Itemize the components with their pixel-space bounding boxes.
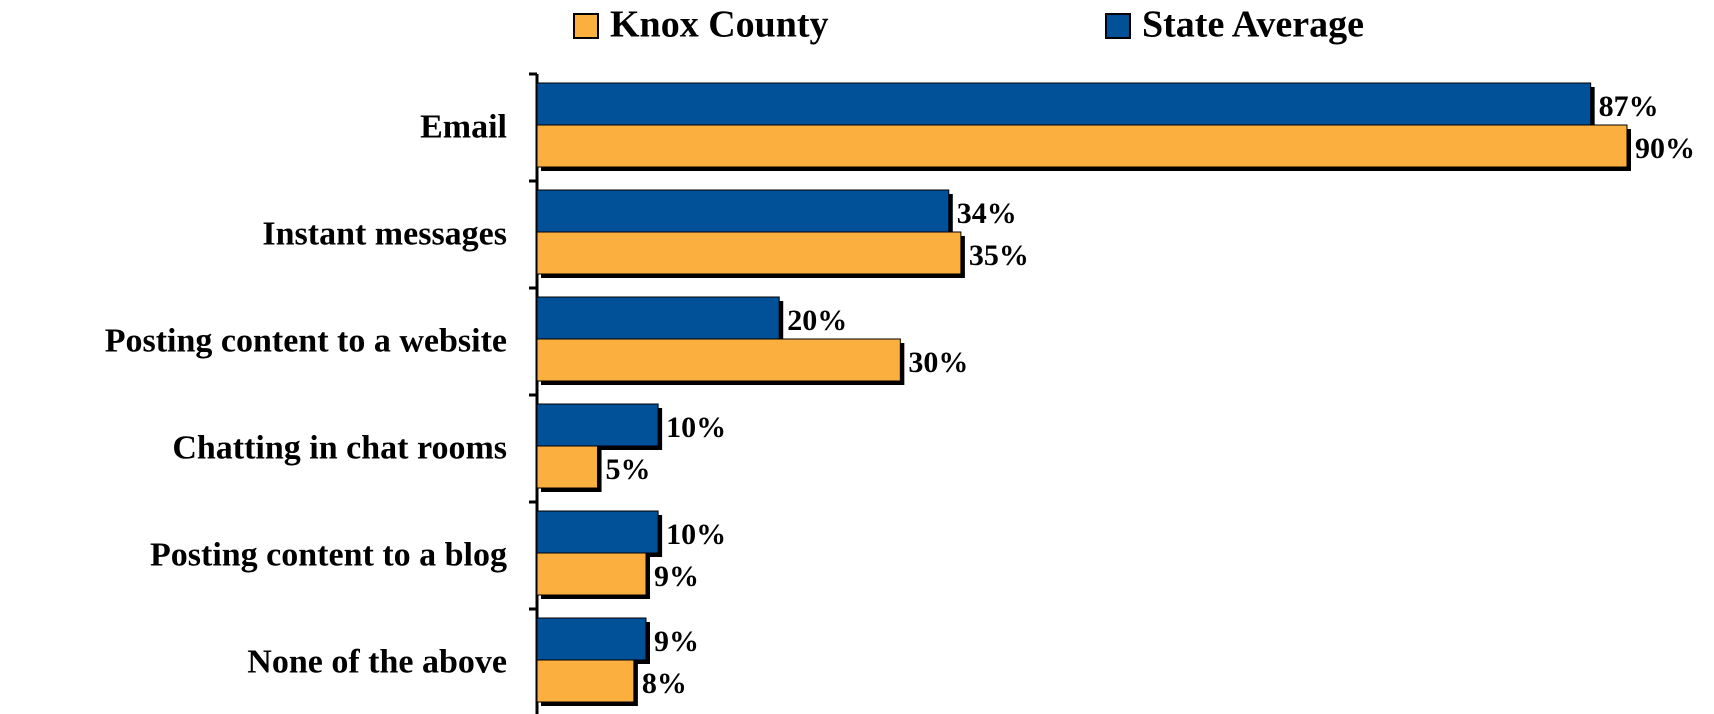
- category-label: Email: [420, 108, 507, 145]
- bar: [536, 338, 901, 382]
- bar: [536, 552, 647, 596]
- category-label: Instant messages: [262, 215, 507, 252]
- value-label: 8%: [642, 667, 687, 700]
- value-label: 9%: [654, 625, 699, 658]
- bar: [536, 617, 647, 661]
- value-label: 10%: [666, 411, 726, 444]
- category-label: Chatting in chat rooms: [172, 429, 507, 466]
- value-label: 87%: [1599, 90, 1659, 123]
- value-label: 10%: [666, 518, 726, 551]
- value-label: 35%: [969, 239, 1029, 272]
- category-label: Posting content to a blog: [150, 536, 507, 573]
- bar: [536, 82, 1592, 126]
- value-label: 5%: [606, 453, 651, 486]
- bar: [536, 659, 635, 703]
- bar: [536, 445, 599, 489]
- legend-label: State Average: [1142, 4, 1364, 46]
- bar: [536, 124, 1628, 168]
- legend-label: Knox County: [610, 4, 829, 46]
- value-label: 20%: [787, 304, 847, 337]
- value-label: 90%: [1635, 132, 1695, 165]
- bar: [536, 403, 659, 447]
- value-label: 30%: [908, 346, 968, 379]
- value-label: 34%: [957, 197, 1017, 230]
- category-label: None of the above: [247, 643, 507, 680]
- value-label: 9%: [654, 560, 699, 593]
- bar: [536, 189, 950, 233]
- legend-swatch: [573, 13, 599, 39]
- bar: [536, 231, 962, 275]
- bar: [536, 296, 780, 340]
- bar: [536, 510, 659, 554]
- category-label: Posting content to a website: [105, 322, 507, 359]
- legend-swatch: [1105, 13, 1131, 39]
